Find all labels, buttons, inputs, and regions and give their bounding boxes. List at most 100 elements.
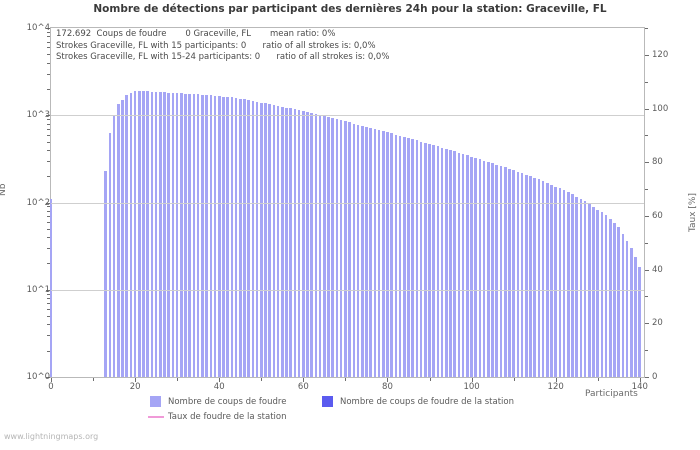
bar [272,105,276,377]
x-axis-minor-tick [345,378,347,381]
bar [428,143,431,377]
bar [276,105,280,377]
y-axis-left-tick [46,377,50,378]
bar [571,194,574,377]
bar [369,127,372,377]
bar [339,120,343,377]
bar [196,94,200,377]
y-axis-left-minor-tick [47,47,50,49]
bar [323,116,326,377]
y-axis-left-tick [46,289,50,291]
y-axis-left-minor-tick [47,54,50,56]
y-axis-right-minor-tick [645,28,648,29]
bar [159,92,162,377]
bar [133,91,137,377]
y-axis-left-minor-tick [47,128,50,130]
bar [297,109,301,377]
y-axis-left-minor-tick [47,206,50,208]
y-axis-left-minor-tick [47,216,50,217]
legend-item-strokes: Nombre de coups de foudre [150,396,286,407]
y-axis-right-minor-tick [645,81,648,83]
y-axis-left-label: 10^2 [26,197,50,208]
bar [222,96,225,377]
bar [495,164,499,377]
x-axis-label: 40 [213,382,225,392]
bar [461,153,465,377]
bar [251,100,255,377]
annotation-line-1: 172.692 Coups de foudre 0 Graceville, FL… [56,29,336,39]
bar [537,179,541,377]
y-axis-left-minor-tick [47,62,50,64]
bar [318,115,322,377]
bar [167,92,171,377]
bar [49,198,53,377]
bar [306,112,309,377]
bar [453,151,457,377]
bar [344,121,347,377]
y-axis-left-minor-tick [47,263,50,265]
legend-label-rate: Taux de foudre de la station [168,411,287,422]
bar [508,168,511,377]
bar [638,267,642,377]
x-axis-tick [387,378,389,382]
bar [533,177,536,377]
legend-label-station-strokes: Nombre de coups de foudre de la station [340,396,514,407]
plot-area [49,27,645,378]
bar [579,198,583,377]
bar [188,94,192,377]
bar [541,181,545,377]
bar [402,137,406,377]
bar [373,128,377,377]
y-axis-right-label: 0 [652,372,658,382]
bar [394,134,398,377]
gridline [51,289,644,291]
bar [617,227,621,377]
bar [243,99,246,377]
gridline [51,115,644,117]
y-axis-left-minor-tick [47,160,50,162]
bar [436,146,440,377]
bar [108,133,112,377]
bar [175,93,179,377]
bar [545,182,549,377]
bar [327,117,330,377]
bar [112,116,116,377]
y-axis-left-minor-tick [47,350,50,352]
bar [209,95,213,377]
bar [621,233,625,377]
legend-swatch-icon-strokes [150,396,161,407]
annotation-block: 172.692 Coups de foudre 0 Graceville, FL… [56,29,576,64]
x-axis-minor-tick [429,378,431,381]
y-axis-right-label: 100 [652,103,669,114]
y-axis-left-minor-tick [47,335,50,337]
x-axis-minor-tick [261,378,263,381]
bar [285,107,288,377]
bar [234,97,238,377]
y-axis-left-minor-tick [47,309,50,311]
y-axis-left-minor-tick [47,73,50,75]
footer-url: www.lightningmaps.org [4,432,99,441]
y-axis-left-minor-tick [47,293,50,295]
bar [470,156,473,377]
bar [129,92,133,377]
y-axis-right-minor-tick [645,350,648,352]
y-axis-left-minor-tick [47,119,50,121]
bar [600,212,604,377]
bar [630,248,633,377]
bar [125,95,128,377]
y-axis-right-label: 80 [652,157,663,168]
bar [499,166,503,377]
bar [424,142,427,377]
y-axis-left-minor-tick [47,248,50,250]
bar [356,124,360,377]
bar [293,108,297,377]
legend-swatch-icon-station-strokes [322,396,333,407]
bar [150,91,154,377]
y-axis-left-minor-tick [47,298,50,300]
bar [445,149,448,377]
bar [503,167,507,377]
y-axis-left-minor-tick [47,316,50,317]
bar [104,170,107,377]
bar [520,173,524,377]
annotation-line-2: Strokes Graceville, FL with 15 participa… [56,40,376,51]
